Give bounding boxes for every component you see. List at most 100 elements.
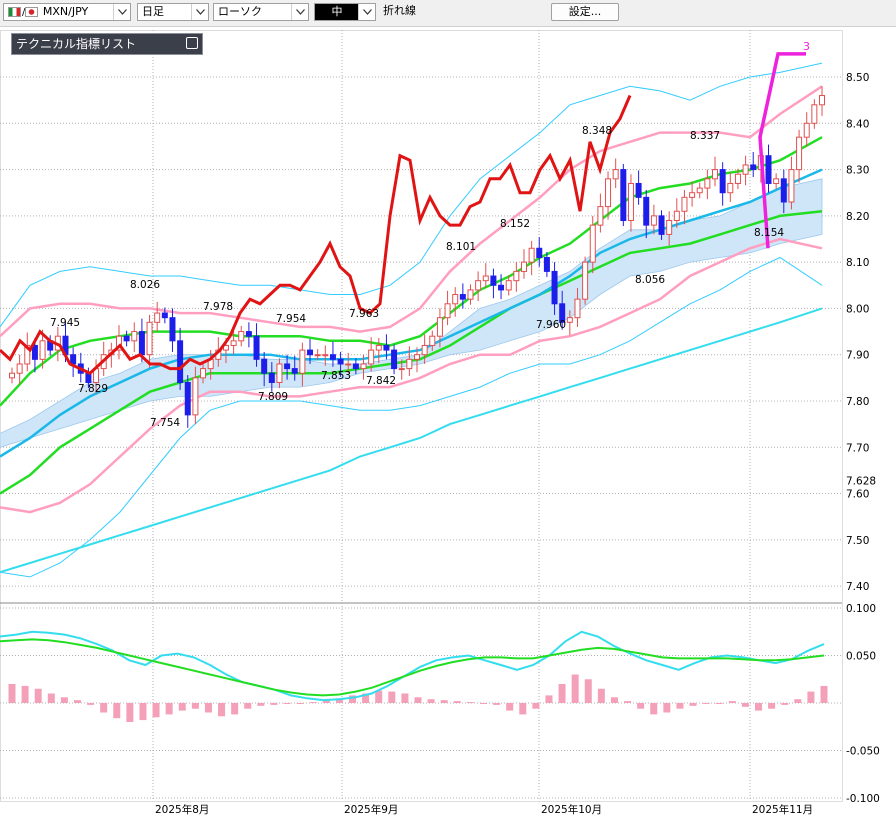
candle-down [750,164,757,171]
period-select[interactable]: 日足 [137,3,209,21]
line-width-select[interactable]: 中 [314,3,376,21]
candle-up [314,354,321,357]
candle-up [360,363,367,370]
price-annotation: 7.963 [349,308,379,320]
candle-up [773,178,780,184]
macd-hist-bar [73,700,81,703]
candle-up [673,210,680,221]
price-annotation: 7.809 [258,391,288,403]
price-annotation: 8.101 [446,241,476,253]
macd-hist-bar [545,695,553,703]
panel-toggle-icon[interactable] [186,37,198,49]
zigzag-line [758,52,806,249]
candle-up [574,298,581,319]
macd-hist-bar [257,703,265,706]
chart-type-select[interactable]: ローソク [213,3,309,21]
price-annotation: 7.842 [366,375,396,387]
y-tick-label: 8.00 [846,303,869,315]
bollinger-upper-line [0,85,823,338]
macd-hist-bar [296,703,304,704]
indicator-list-label: テクニカル指標リスト [16,37,137,51]
price-annotation: 8.026 [130,279,160,291]
chart-type-label: ローソク [218,5,262,18]
candle-up [513,270,520,282]
macd-hist-bar [597,688,605,703]
macd-hist-bar [87,703,95,705]
macd-hist-bar [820,685,828,703]
ma-mid-line [0,168,823,458]
candle-up [421,344,428,356]
candle-down [70,354,77,365]
candle-up [666,219,673,235]
candle-up [322,354,329,357]
candle-up [238,331,245,342]
candle-down [268,372,275,383]
candle-up [276,363,283,383]
candle-down [169,317,176,342]
indicator-list-panel[interactable]: テクニカル指標リスト [11,33,203,55]
macd-hist-bar [218,703,226,717]
candle-up [414,354,420,360]
macd-hist-bar [401,693,409,703]
candle-up [582,261,589,300]
line-width-label: 中 [315,4,359,20]
macd-hist-bar [584,679,592,703]
zigzag-label: 3 [803,40,810,53]
candle-up [406,358,413,370]
candle-up [146,321,153,356]
candle-down [719,169,726,194]
candle-up [819,95,825,106]
price-annotation: 7.829 [78,383,108,395]
mexico-flag-icon [8,7,21,17]
y-tick-label: 8.40 [846,118,869,130]
settings-button[interactable]: 設定... [551,3,619,21]
candle-down [658,215,665,235]
candle-up [436,317,443,337]
macd-hist-bar [663,703,671,713]
macd-hist-bar [191,703,199,709]
macd-hist-bar [388,691,396,703]
candle-up [627,182,634,221]
macd-hist-bar [807,691,815,703]
y-tick-label: 7.628 [846,476,876,488]
macd-hist-bar [414,697,422,703]
candle-down [138,331,145,356]
macd-hist-bar [637,703,645,709]
candle-up [589,224,596,263]
candle-up [444,303,451,319]
macd-hist-bar [624,701,632,703]
candle-up [200,368,207,379]
candle-down [261,358,268,374]
x-tick-label: 2025年11月 [752,803,813,816]
macd-hist-bar [335,698,343,703]
macd-hist-bar [506,703,514,711]
macd-hist-bar [113,703,121,719]
macd-hist-bar [165,703,173,715]
price-annotation: 7.954 [276,313,306,325]
period-label: 日足 [142,5,164,18]
long-trend-line [0,307,823,574]
candle-up [689,192,696,198]
currency-pair-select[interactable]: / MXN/JPY [3,3,131,21]
candle-down [161,312,168,319]
macd-hist-bar [47,693,55,703]
macd-hist-bar [375,690,383,703]
price-annotation: 7.960 [536,319,566,331]
candle-up [154,312,161,323]
chevron-down-icon [191,4,208,20]
macd-hist-bar [427,699,435,703]
candle-down [31,344,38,360]
macd-hist-bar [322,700,330,703]
line-type-label[interactable]: 折れ線 [383,4,416,17]
candle-up [230,340,237,346]
currency-pair-label: MXN/JPY [42,5,89,18]
toolbar: / MXN/JPY 日足 ローソク 中 折れ線 設定... [0,0,896,27]
bollinger-lower-outer-line [0,256,823,578]
candle-down [383,344,390,351]
candle-up [712,169,719,180]
candle-down [459,294,466,300]
plot-frame [0,30,843,802]
macd-hist-bar [139,703,147,721]
macd-hist-bar [453,701,461,703]
